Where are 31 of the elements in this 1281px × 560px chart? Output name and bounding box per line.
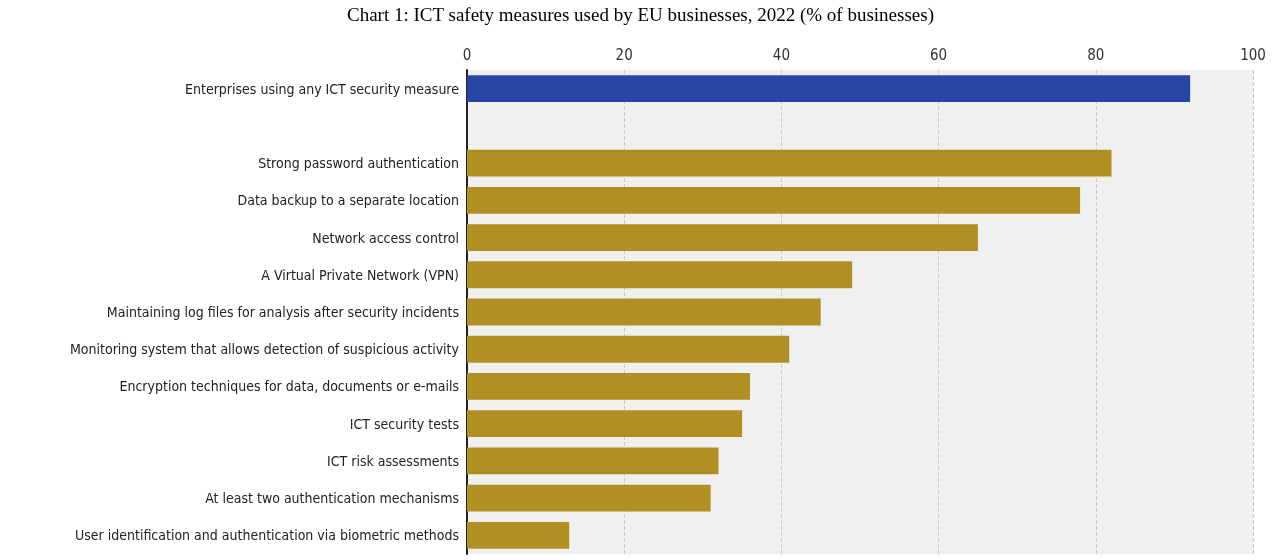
y-tick-label: At least two authentication mechanisms [205,490,459,507]
y-tick-label: A Virtual Private Network (VPN) [261,266,459,283]
bar [467,261,853,289]
bar [467,149,1112,177]
chart-title: Chart 1: ICT safety measures used by EU businesses, 2022 (% of businesses) [347,4,934,26]
x-tick-label: 20 [615,45,633,64]
y-tick-label: User identification and authentication via biometric methods [75,527,459,544]
x-tick-label: 0 [462,45,472,64]
x-tick-label: 40 [772,45,790,64]
bar [467,298,821,326]
bar [467,447,719,475]
y-tick-label: Strong password authentication [258,155,459,172]
bar [467,521,570,549]
x-tick-label: 100 [1240,45,1266,64]
y-tick-label: Monitoring system that allows detection of suspicious activity [69,341,460,358]
bar [467,335,790,363]
y-tick-label: ICT security tests [349,415,459,432]
y-tick-label: ICT risk assessments [327,452,459,469]
x-tick-label: 80 [1087,45,1105,64]
y-tick-label: Enterprises using any ICT security measure [185,80,460,97]
bar [467,224,978,251]
y-tick-label: Encryption techniques for data, documents or e-mails [119,378,459,395]
bar [467,410,743,438]
y-tick-label: Maintaining log files for analysis after security incidents [106,304,459,320]
x-tick-label: 60 [930,45,948,64]
bar [467,373,750,400]
bar [467,186,1081,214]
y-tick-label: Network access control [312,229,459,246]
bar [467,75,1191,103]
y-tick-label: Data backup to a separate location [237,192,459,209]
bar [467,484,711,512]
